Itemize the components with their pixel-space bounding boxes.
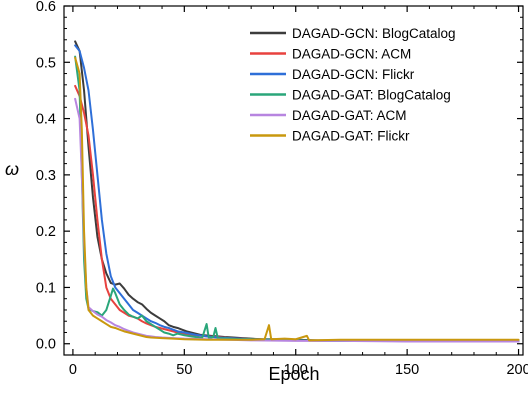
y-tick-label: 0.5 [36,55,56,71]
y-tick-label: 0.0 [36,337,56,353]
tick-layer: 0 50 100 150 200 0.0 0.1 0.2 0.3 0.4 0.5 0.6 [36,0,528,378]
x-tick-label: 200 [506,362,528,378]
legend-label: DAGAD-GAT: BlogCatalog [292,88,451,103]
legend-label: DAGAD-GCN: ACM [292,47,411,62]
x-tick-label: 50 [176,362,192,378]
y-tick-label: 0.6 [36,0,56,15]
y-tick-label: 0.2 [36,224,56,240]
series-line-1 [74,40,520,342]
y-tick-label: 0.4 [36,112,56,128]
y-tick-label: 0.3 [36,168,56,184]
x-axis-label: Epoch [268,364,319,384]
x-tick-label: 100 [284,362,308,378]
y-tick-label: 0.1 [36,280,56,296]
legend-label: DAGAD-GCN: BlogCatalog [292,26,456,41]
plot-frame [63,5,524,356]
x-tick-label: 0 [69,362,77,378]
y-axis-label: ω [5,159,19,179]
series-layer [74,40,520,343]
legend-label: DAGAD-GCN: Flickr [292,67,415,82]
legend: DAGAD-GCN: BlogCatalog DAGAD-GCN: ACM DAGA… [250,26,456,144]
legend-label: DAGAD-GAT: ACM [292,108,407,123]
x-tick-label: 150 [395,362,419,378]
legend-label: DAGAD-GAT: Flickr [292,129,410,144]
series-line-6 [74,56,520,342]
